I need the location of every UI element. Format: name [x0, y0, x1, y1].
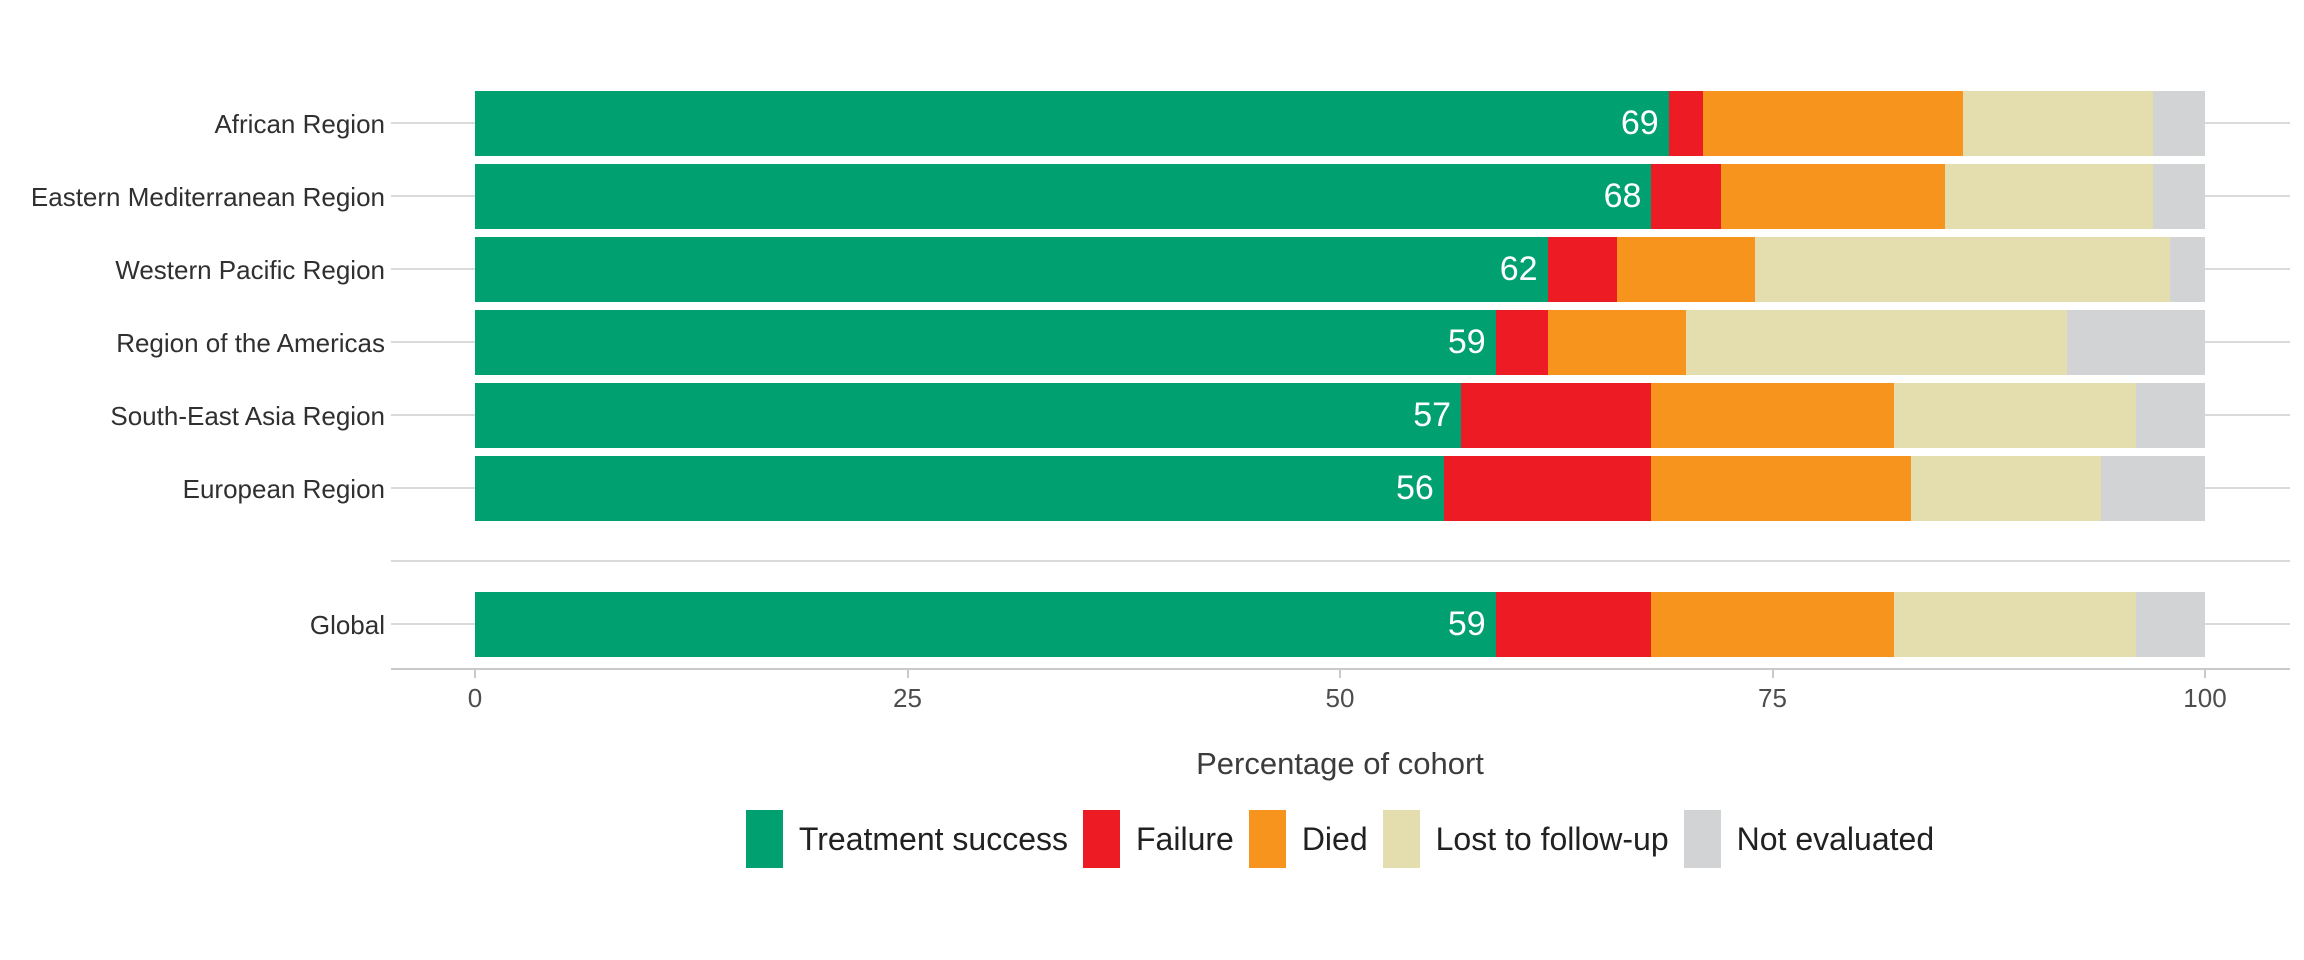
category-gridline [391, 560, 2290, 562]
x-axis-line [391, 668, 2290, 670]
bar-segment-treatment-success: 69 [475, 91, 1669, 156]
bar-row: 68 [475, 164, 2205, 229]
bar-segment-not-evaluated [2170, 237, 2205, 302]
bar-segment-not-evaluated [2153, 164, 2205, 229]
bar-segment-treatment-success: 56 [475, 456, 1444, 521]
bar-segment-died [1720, 164, 1946, 229]
bar-value-label: 59 [1447, 323, 1486, 361]
bar-row: 62 [475, 237, 2205, 302]
legend-label: Lost to follow-up [1435, 821, 1669, 857]
category-label: South-East Asia Region [110, 400, 385, 431]
bar-segment-lost-to-follow-up [1962, 91, 2154, 156]
bar-segment-lost-to-follow-up [1910, 456, 2102, 521]
bar-value-label: 59 [1447, 605, 1486, 643]
bar-value-label: 62 [1499, 250, 1538, 288]
bar-value-label: 68 [1603, 177, 1642, 215]
bar-segment-failure [1651, 164, 1721, 229]
bar-segment-failure [1668, 91, 1704, 156]
legend-label: Not evaluated [1736, 821, 1935, 857]
bar-segment-not-evaluated [2101, 456, 2205, 521]
bar-segment-died [1651, 456, 1911, 521]
legend-item: Failure [1083, 810, 1234, 868]
bar-row: 57 [475, 383, 2205, 448]
bar-segment-treatment-success: 57 [475, 383, 1462, 448]
x-axis-tick-label: 100 [2183, 683, 2227, 713]
legend: Treatment success Failure Died Lost to foll… [475, 810, 2205, 868]
x-axis-tick-label: 25 [893, 683, 922, 713]
bar-value-label: 69 [1620, 104, 1659, 142]
bar-segment-treatment-success: 59 [475, 310, 1496, 375]
legend-label: Treatment success [798, 821, 1068, 857]
bar-row: 59 [475, 592, 2205, 657]
bar-segment-treatment-success: 62 [475, 237, 1548, 302]
legend-item: Died [1248, 810, 1368, 868]
bar-segment-failure [1443, 456, 1652, 521]
category-label: African Region [214, 108, 385, 139]
bar-value-label: 57 [1413, 396, 1452, 434]
legend-item: Lost to follow-up [1382, 810, 1669, 868]
bar-segment-died [1651, 592, 1894, 657]
bar-segment-failure [1547, 237, 1617, 302]
category-label: European Region [182, 473, 385, 504]
x-axis-title: Percentage of cohort [1196, 746, 1484, 781]
legend-item: Treatment success [745, 810, 1068, 868]
bar-segment-lost-to-follow-up [1685, 310, 2067, 375]
legend-swatch-failure [1083, 810, 1120, 868]
legend-swatch-not-evaluated [1683, 810, 1721, 868]
bar-row: 59 [475, 310, 2205, 375]
bar-segment-lost-to-follow-up [1945, 164, 2154, 229]
bar-segment-not-evaluated [2135, 592, 2205, 657]
bar-segment-lost-to-follow-up [1893, 592, 2136, 657]
legend-swatch-died [1248, 810, 1286, 868]
x-axis-tick [1339, 670, 1341, 678]
legend-label: Died [1301, 821, 1368, 857]
legend-label: Failure [1136, 821, 1234, 857]
x-axis-tick [474, 670, 476, 678]
bar-segment-died [1616, 237, 1756, 302]
x-axis-tick-label: 0 [467, 683, 483, 713]
bar-segment-treatment-success: 68 [475, 164, 1652, 229]
category-label: Western Pacific Region [115, 254, 385, 285]
bar-segment-not-evaluated [2135, 383, 2205, 448]
bar-segment-failure [1495, 310, 1548, 375]
legend-item: Not evaluated [1683, 810, 1935, 868]
bar-segment-treatment-success: 59 [475, 592, 1496, 657]
bar-segment-failure [1461, 383, 1652, 448]
bar-segment-not-evaluated [2153, 91, 2205, 156]
category-label: Global [309, 609, 385, 640]
bar-segment-died [1651, 383, 1894, 448]
x-axis-tick [2204, 670, 2206, 678]
bar-segment-died [1547, 310, 1686, 375]
x-axis-tick [906, 670, 909, 678]
bar-segment-lost-to-follow-up [1755, 237, 2171, 302]
category-label: Eastern Mediterranean Region [30, 181, 385, 212]
bar-segment-failure [1495, 592, 1652, 657]
bar-row: 69 [475, 91, 2205, 156]
x-axis-tick [1771, 670, 1774, 678]
bar-value-label: 56 [1395, 469, 1434, 507]
x-axis-tick-label: 50 [1325, 683, 1355, 713]
bar-segment-lost-to-follow-up [1893, 383, 2136, 448]
legend-swatch-lost-to-follow-up [1382, 810, 1420, 868]
legend-swatch-treatment-success [745, 810, 783, 868]
bar-segment-died [1703, 91, 1963, 156]
x-axis-tick-label: 75 [1758, 683, 1787, 713]
bar-segment-not-evaluated [2066, 310, 2205, 375]
category-label: Region of the Americas [116, 327, 385, 358]
bar-row: 56 [475, 456, 2205, 521]
